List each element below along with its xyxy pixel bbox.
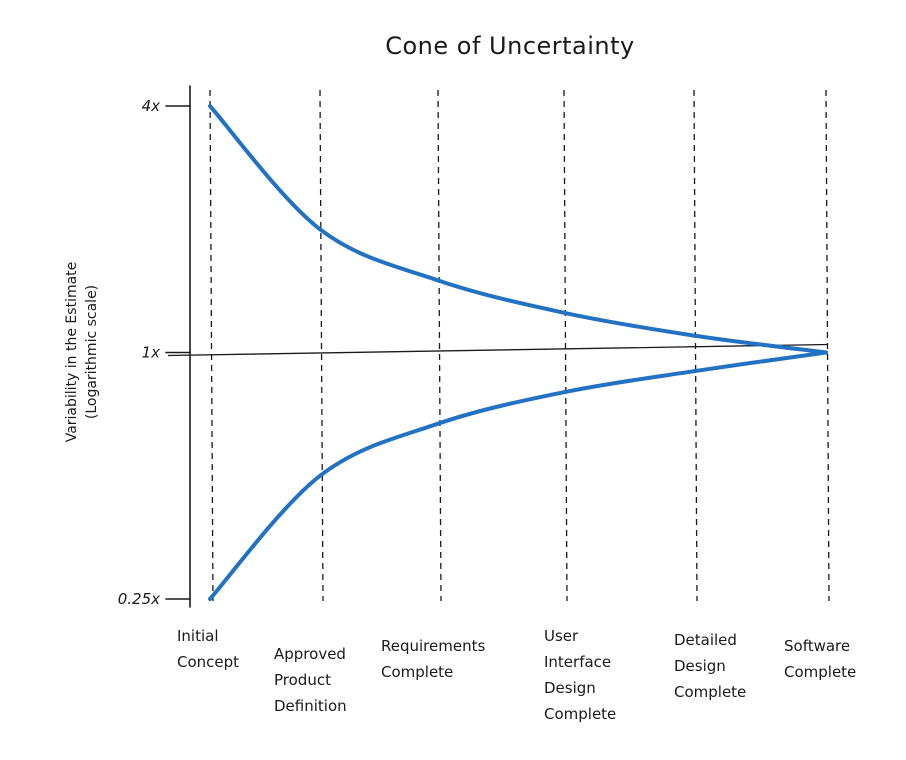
series-line-1 — [208, 104, 828, 355]
x-tick-label-2-line-2: Product — [274, 671, 331, 689]
phase-gridline-1 — [209, 89, 214, 602]
x-tick-label-1-line-1: Initial — [177, 627, 219, 645]
x-tick-label-4-line-4: Complete — [544, 705, 616, 723]
x-tick-label-4-line-1: User — [544, 627, 579, 645]
x-tick-label-1: Initial Concept — [177, 627, 239, 671]
x-tick-label-6-line-1: Software — [784, 637, 850, 655]
x-tick-label-5-line-1: Detailed — [674, 631, 737, 649]
phase-gridline-4 — [563, 89, 568, 602]
x-tick-label-2: Approved Product Definition — [274, 645, 347, 715]
phase-gridline-3 — [437, 89, 442, 602]
x-tick-label-5: Detailed Design Complete — [674, 631, 746, 701]
x-tick-label-1-line-2: Concept — [177, 653, 239, 671]
y-axis-label-line-2: (Logarithmic scale) — [84, 285, 100, 419]
x-tick-label-5-line-2: Design — [674, 657, 726, 675]
x-tick-label-6: Software Complete — [784, 637, 856, 681]
x-tick-label-2-line-1: Approved — [274, 645, 346, 663]
phase-gridline-6 — [825, 89, 830, 602]
y-tick-label-3: 0.25x — [118, 590, 160, 608]
x-tick-label-5-line-3: Complete — [674, 683, 746, 701]
x-tick-label-4-line-3: Design — [544, 679, 596, 697]
axes — [167, 85, 829, 608]
y-ticks: 4x 1x 0.25x — [118, 97, 191, 608]
y-axis-label: Variability in the Estimate (Logarithmic… — [64, 262, 100, 443]
x-tick-label-3-line-2: Complete — [381, 663, 453, 681]
y-tick-label-2: 1x — [142, 344, 161, 362]
x-tick-label-4: User Interface Design Complete — [544, 627, 616, 723]
x-tick-label-6-line-2: Complete — [784, 663, 856, 681]
y-tick-label-1: 4x — [142, 97, 161, 115]
x-tick-label-4-line-2: Interface — [544, 653, 611, 671]
x-tick-label-3: Requirements Complete — [381, 637, 485, 681]
phase-gridlines — [209, 89, 830, 602]
series-line-2 — [208, 350, 828, 601]
phase-gridline-2 — [319, 89, 324, 602]
x-tick-labels: Initial Concept Approved Product Definition R… — [177, 627, 856, 723]
chart-title: Cone of Uncertainty — [385, 32, 635, 60]
phase-gridline-5 — [693, 89, 698, 602]
baseline-1x — [167, 343, 829, 357]
x-tick-label-2-line-3: Definition — [274, 697, 347, 715]
series — [208, 104, 828, 601]
x-tick-label-3-line-1: Requirements — [381, 637, 485, 655]
y-axis-label-line-1: Variability in the Estimate — [64, 262, 80, 443]
